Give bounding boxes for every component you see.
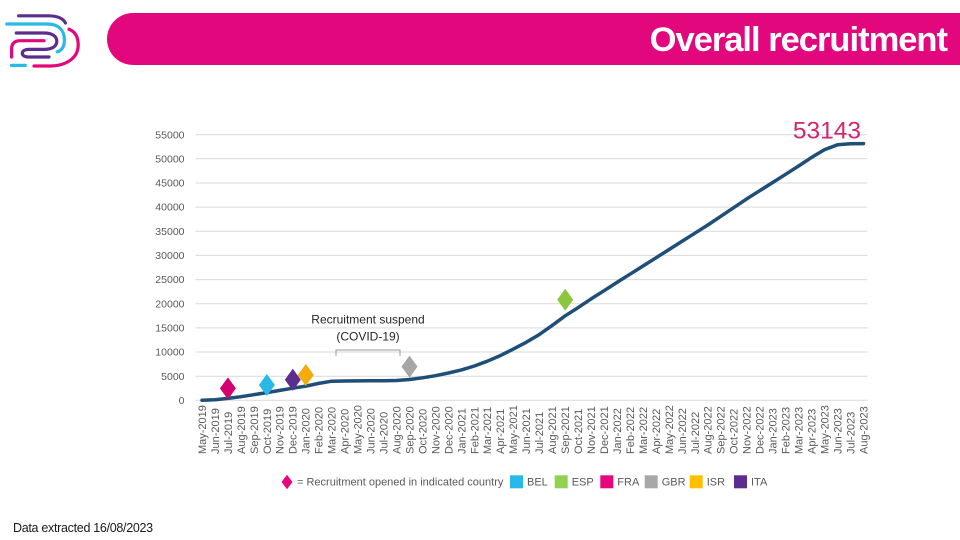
svg-text:55000: 55000 [155,129,184,141]
svg-text:Jun-2021: Jun-2021 [521,408,533,454]
svg-text:GBR: GBR [662,477,686,489]
svg-text:Jan-2022: Jan-2022 [612,408,624,454]
svg-text:Apr-2023: Apr-2023 [807,409,819,454]
svg-text:May-2019: May-2019 [197,405,209,454]
svg-text:Nov-2020: Nov-2020 [430,406,442,454]
svg-text:Nov-2019: Nov-2019 [275,406,287,454]
svg-text:May-2023: May-2023 [820,405,832,454]
svg-text:Feb-2023: Feb-2023 [781,407,793,454]
svg-text:Jan-2023: Jan-2023 [768,408,780,454]
svg-text:Jun-2022: Jun-2022 [677,408,689,454]
svg-text:Nov-2021: Nov-2021 [586,406,598,454]
svg-text:Jul-2022: Jul-2022 [690,412,702,454]
svg-text:Oct-2020: Oct-2020 [417,409,429,454]
svg-text:Mar-2022: Mar-2022 [638,407,650,454]
svg-text:0: 0 [179,395,185,407]
svg-text:ISR: ISR [707,477,725,489]
svg-text:Sep-2021: Sep-2021 [560,406,572,454]
svg-text:Jun-2023: Jun-2023 [832,408,844,454]
svg-text:Jul-2019: Jul-2019 [223,412,235,454]
svg-text:= Recruitment opened in indica: = Recruitment opened in indicated countr… [297,477,504,489]
svg-text:BEL: BEL [527,477,548,489]
svg-text:Jun-2020: Jun-2020 [366,408,378,454]
svg-text:Sep-2022: Sep-2022 [716,406,728,454]
svg-text:Aug-2022: Aug-2022 [703,406,715,454]
svg-text:Jul-2020: Jul-2020 [379,412,391,454]
svg-text:Mar-2023: Mar-2023 [794,407,806,454]
svg-text:Feb-2021: Feb-2021 [469,407,481,454]
svg-text:FRA: FRA [617,477,640,489]
svg-text:Oct-2022: Oct-2022 [729,409,741,454]
svg-text:50000: 50000 [155,153,184,165]
svg-text:40000: 40000 [155,202,184,214]
svg-text:30000: 30000 [155,250,184,262]
svg-text:Jan-2020: Jan-2020 [301,408,313,454]
svg-text:Sep-2020: Sep-2020 [404,406,416,454]
svg-text:Aug-2023: Aug-2023 [858,406,870,454]
svg-text:Oct-2021: Oct-2021 [573,409,585,454]
svg-text:Aug-2020: Aug-2020 [391,406,403,454]
svg-text:Feb-2022: Feb-2022 [625,407,637,454]
svg-text:Jan-2021: Jan-2021 [456,408,468,454]
svg-text:Aug-2019: Aug-2019 [236,406,248,454]
svg-text:ESP: ESP [572,477,594,489]
svg-text:May-2022: May-2022 [664,405,676,454]
svg-text:45000: 45000 [155,178,184,190]
svg-text:Apr-2022: Apr-2022 [651,409,663,454]
svg-text:Jul-2021: Jul-2021 [534,412,546,454]
svg-text:35000: 35000 [155,226,184,238]
svg-text:Apr-2020: Apr-2020 [340,409,352,454]
svg-text:Recruitment suspend: Recruitment suspend [311,313,424,327]
svg-text:(COVID-19): (COVID-19) [336,330,399,344]
svg-text:Dec-2019: Dec-2019 [288,406,300,454]
svg-text:Jun-2019: Jun-2019 [210,408,222,454]
svg-text:53143: 53143 [793,118,861,145]
svg-text:Mar-2021: Mar-2021 [482,407,494,454]
svg-text:Dec-2020: Dec-2020 [443,406,455,454]
svg-text:Dec-2021: Dec-2021 [599,406,611,454]
svg-text:5000: 5000 [161,371,185,383]
svg-text:Nov-2022: Nov-2022 [742,406,754,454]
svg-text:Dec-2022: Dec-2022 [755,406,767,454]
svg-text:May-2021: May-2021 [508,405,520,454]
svg-text:ITA: ITA [751,477,768,489]
svg-text:Aug-2021: Aug-2021 [547,406,559,454]
svg-text:Mar-2020: Mar-2020 [327,407,339,454]
svg-text:Oct-2019: Oct-2019 [262,409,274,454]
svg-text:Apr-2021: Apr-2021 [495,409,507,454]
svg-text:20000: 20000 [155,298,184,310]
svg-text:25000: 25000 [155,274,184,286]
svg-text:May-2020: May-2020 [353,405,365,454]
svg-text:Feb-2020: Feb-2020 [314,407,326,454]
svg-text:Jul-2023: Jul-2023 [845,412,857,454]
svg-text:Sep-2019: Sep-2019 [249,406,261,454]
svg-text:10000: 10000 [155,347,184,359]
svg-text:15000: 15000 [155,323,184,335]
